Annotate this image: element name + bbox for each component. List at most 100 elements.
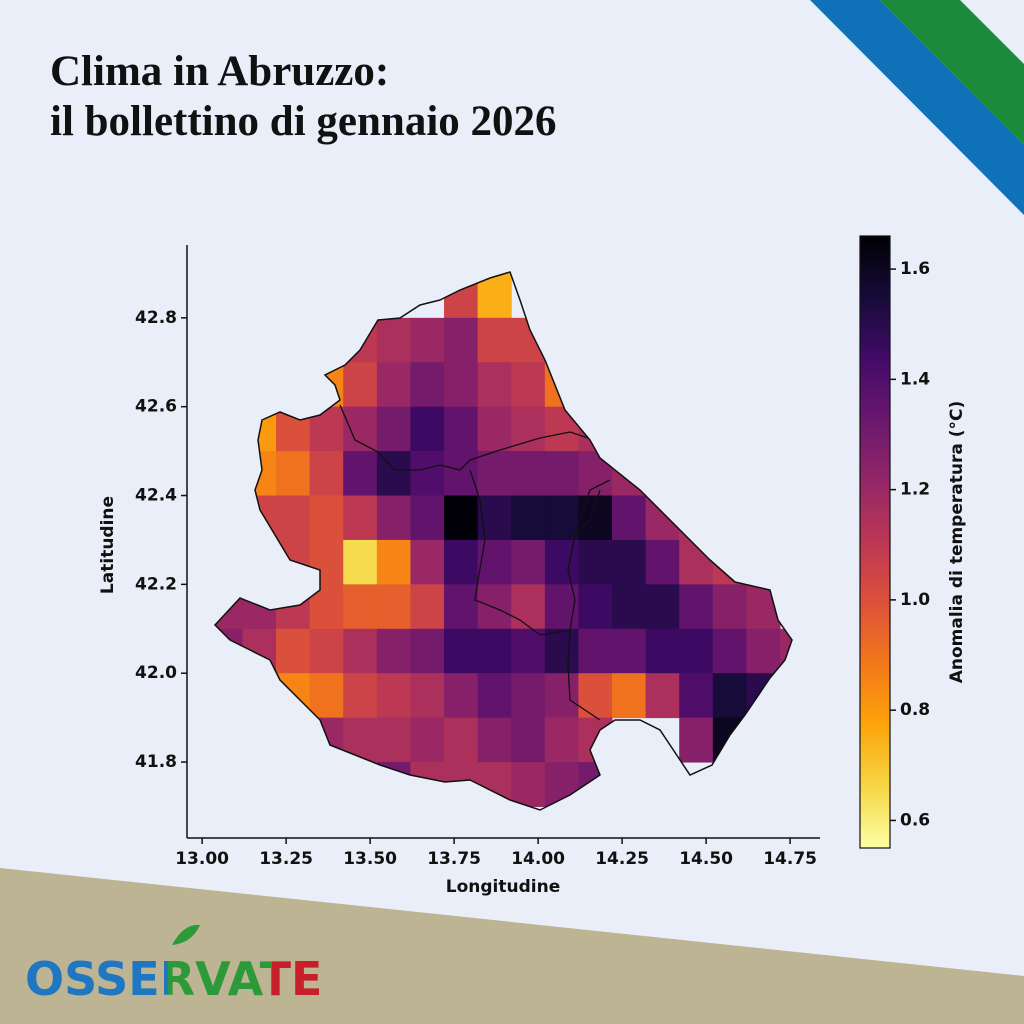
heat-cell: [544, 539, 579, 585]
heat-cell: [276, 406, 311, 452]
heat-cell: [276, 451, 311, 497]
heat-cell: [376, 451, 411, 497]
heat-cell: [376, 673, 411, 719]
heat-cell: [410, 451, 445, 497]
x-axis-label: Longitudine: [446, 877, 560, 897]
heat-cell: [544, 673, 579, 719]
y-tick-label: 42.6: [135, 397, 177, 417]
heat-cell: [746, 673, 781, 719]
heat-cell: [410, 673, 445, 719]
heat-cell: [343, 451, 378, 497]
heat-cell: [276, 495, 311, 541]
heat-cell: [544, 495, 579, 541]
heat-cell: [511, 495, 546, 541]
heat-cell: [645, 539, 680, 585]
heat-cell: [309, 584, 344, 630]
heat-cell: [410, 628, 445, 674]
heat-cell: [242, 539, 277, 585]
x-tick-label: 14.50: [679, 849, 733, 869]
x-tick-label: 13.50: [343, 849, 397, 869]
heat-cell: [343, 317, 378, 363]
y-tick-label: 42.8: [135, 308, 177, 328]
heat-cell: [309, 406, 344, 452]
heat-cell: [376, 539, 411, 585]
heat-cell: [410, 317, 445, 363]
colorbar-tick-label: 1.2: [900, 480, 930, 500]
stripe-blue: [810, 0, 1024, 215]
heat-cell: [376, 717, 411, 763]
heat-cell: [544, 717, 579, 763]
heat-cell: [645, 673, 680, 719]
heat-cell: [645, 584, 680, 630]
heat-cell: [511, 362, 546, 408]
y-tick-label: 42.0: [135, 663, 177, 683]
heat-cell: [215, 584, 243, 630]
heat-cell: [511, 539, 546, 585]
heat-cell: [376, 584, 411, 630]
heat-cell: [444, 628, 479, 674]
colorbar-label: Anomalia di temperatura (°C): [947, 401, 967, 684]
heat-cell: [444, 451, 479, 497]
heat-cell: [477, 584, 512, 630]
heat-cell: [376, 406, 411, 452]
heat-cell: [410, 406, 445, 452]
heat-cell: [477, 762, 512, 807]
heat-cell: [578, 673, 613, 719]
heat-cell: [410, 495, 445, 541]
y-tick-label: 42.4: [135, 486, 177, 506]
heat-cell: [578, 451, 613, 497]
y-tick-label: 42.2: [135, 574, 177, 594]
logo-leaf: [172, 924, 200, 945]
heat-cell: [544, 628, 579, 674]
heat-cell: [444, 584, 479, 630]
x-tick-label: 14.25: [595, 849, 649, 869]
heat-cell: [376, 762, 411, 807]
heat-cell: [376, 362, 411, 408]
x-tick-label: 13.25: [259, 849, 313, 869]
heat-cell: [242, 584, 277, 630]
heat-cell: [712, 673, 747, 719]
heat-cell: [511, 406, 546, 452]
heat-cell: [376, 317, 411, 363]
heat-cell: [309, 495, 344, 541]
heat-cell: [376, 495, 411, 541]
heat-cell: [444, 317, 479, 363]
heat-cell: [309, 628, 344, 674]
heat-cell: [410, 717, 445, 763]
heat-cell: [343, 584, 378, 630]
heat-cell: [242, 628, 277, 674]
province-borders: [339, 404, 611, 721]
title-line: il bollettino di gennaio 2026: [50, 98, 557, 145]
heat-cell: [578, 539, 613, 585]
x-tick-label: 14.00: [511, 849, 565, 869]
heat-cell: [477, 362, 512, 408]
heat-cell: [780, 628, 792, 674]
heat-cell: [679, 673, 714, 719]
heat-cell: [511, 628, 546, 674]
heat-cell: [242, 495, 277, 541]
heat-cell: [544, 451, 579, 497]
heat-cell: [276, 673, 311, 719]
heat-cell: [444, 495, 479, 541]
heat-cell: [544, 762, 579, 807]
heat-cell: [343, 673, 378, 719]
x-tick-label: 14.75: [763, 849, 817, 869]
heat-cell: [444, 717, 479, 763]
heat-cell: [612, 495, 647, 541]
heat-cell: [309, 673, 344, 719]
heat-cell: [343, 539, 378, 585]
heat-cell: [376, 628, 411, 674]
heat-cell: [578, 762, 613, 807]
heat-cell: [343, 628, 378, 674]
logo: OSSERVATE: [25, 952, 322, 1006]
heat-cell: [511, 762, 546, 807]
x-tick-label: 13.00: [175, 849, 229, 869]
heat-cell: [578, 584, 613, 630]
region-outline: [213, 271, 793, 811]
stripe-green: [880, 0, 1024, 145]
heat-cell: [309, 451, 344, 497]
heat-cell: [612, 584, 647, 630]
heat-cell: [712, 628, 747, 674]
heat-cell: [679, 584, 714, 630]
